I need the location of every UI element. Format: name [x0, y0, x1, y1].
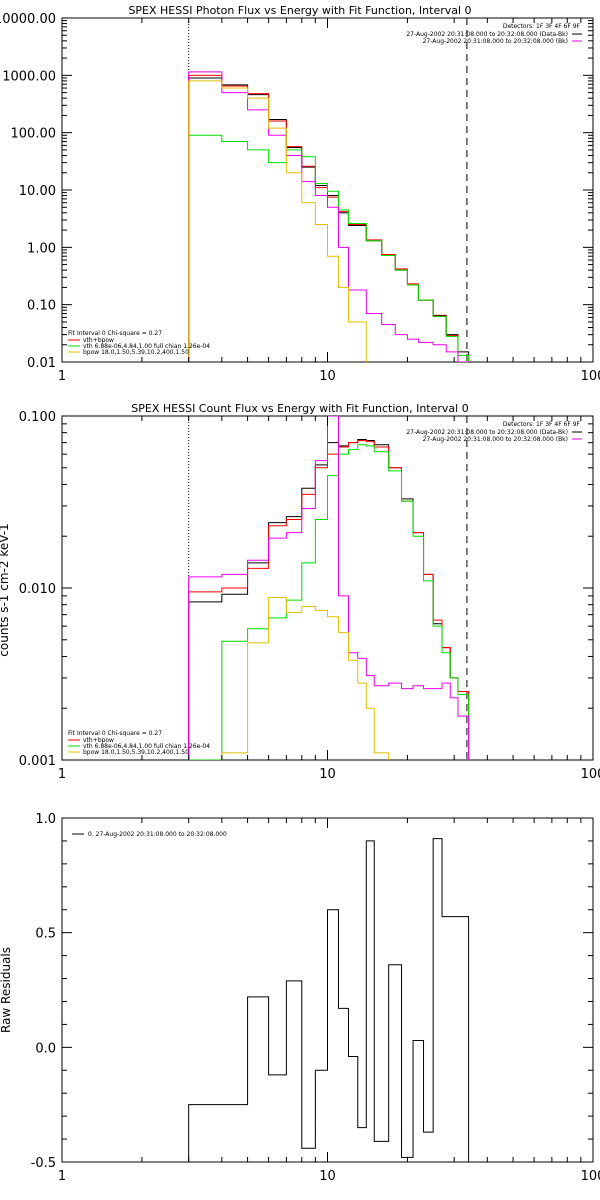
count-x-axis: 1 10 100 — [58, 416, 600, 782]
photon-legend-vth: vth 6.88e-06,4.84,1.00 full chian 1.26e-… — [83, 343, 210, 350]
series-line-1 — [188, 440, 470, 760]
series-line-0 — [188, 838, 470, 1162]
count-y-axis-label: counts s-1 cm-2 keV-1 — [0, 523, 11, 656]
photon-legend-top: Detectors: 1F 3F 4F 6F 9F 27-Aug-2002 20… — [406, 23, 582, 45]
y-tick-label: 1000.00 — [2, 69, 56, 84]
photon-legend-detectors: Detectors: 1F 3F 4F 6F 9F — [503, 23, 581, 30]
photon-legend-fit-header: Fit Interval 0 Chi-square = 0.27 — [68, 330, 162, 337]
photon-flux-chart: SPEX HESSI Photon Flux vs Energy with Fi… — [0, 4, 600, 384]
residuals-chart: Raw Residuals 1 10 100 -0.5 0.0 0.5 1.0 0. 27… — [0, 812, 600, 1184]
count-legend-bpow: bpow 18.0,1.50,5.39,10.2,400,1.50 — [83, 749, 189, 756]
photon-legend-data-bk: 27-Aug-2002 20:31:08.000 to 20:32:08.000… — [406, 31, 568, 38]
y-tick-label: 0.01 — [27, 356, 56, 371]
series-line-4 — [221, 597, 390, 760]
count-legend-vthbpow: vth+bpow — [83, 737, 114, 744]
count-legend-data-bk: 27-Aug-2002 20:31:08.000 to 20:32:08.000… — [406, 429, 568, 436]
y-tick-label: 100.00 — [11, 127, 57, 142]
count-y-axis: 0.001 0.010 0.100 — [19, 410, 593, 769]
residuals-legend: 0. 27-Aug-2002 20:31:08.000 to 20:32:08.… — [72, 831, 227, 838]
residuals-x-axis: 1 10 100 — [58, 818, 600, 1184]
x-tick-label: 10 — [319, 1169, 336, 1184]
series-line-2 — [188, 444, 470, 760]
series-line-1 — [188, 74, 470, 362]
x-tick-label: 100 — [581, 1169, 600, 1184]
y-tick-label: 0.001 — [19, 754, 56, 769]
x-tick-label: 10 — [319, 369, 336, 384]
count-legend-top: Detectors: 1F 3F 4F 6F 9F 27-Aug-2002 20… — [406, 421, 582, 443]
series-line-2 — [188, 134, 470, 362]
count-flux-chart: SPEX HESSI Count Flux vs Energy with Fit… — [0, 402, 600, 782]
y-tick-label: 0.0 — [35, 1041, 56, 1056]
photon-legend-vthbpow: vth+bpow — [83, 337, 114, 344]
photon-legend-bpow: bpow 18.0,1.50,5.39,10.2,400,1.50 — [83, 349, 189, 356]
count-legend-fit-header: Fit Interval 0 Chi-square = 0.27 — [68, 730, 162, 737]
x-tick-label: 1 — [58, 767, 66, 782]
series-line-0 — [188, 439, 470, 760]
y-tick-label: 1.00 — [27, 241, 56, 256]
y-tick-label: 0.010 — [19, 582, 56, 597]
x-tick-label: 1 — [58, 1169, 66, 1184]
count-chart-title: SPEX HESSI Count Flux vs Energy with Fit… — [131, 402, 468, 415]
series-line-3 — [188, 71, 470, 362]
x-tick-label: 10 — [319, 767, 336, 782]
residuals-series-group — [188, 838, 470, 1162]
y-tick-label: 1.0 — [35, 812, 56, 827]
y-tick-label: 10.00 — [19, 184, 56, 199]
residuals-y-axis: -0.5 0.0 0.5 1.0 — [31, 812, 593, 1171]
photon-legend-bk: 27-Aug-2002 20:31:08.000 to 20:32:08.000… — [423, 38, 568, 45]
x-tick-label: 100 — [581, 369, 600, 384]
count-legend-detectors: Detectors: 1F 3F 4F 6F 9F — [503, 421, 581, 428]
count-legend-vth: vth 6.88e-06,4.84,1.00 full chian 1.26e-… — [83, 743, 210, 750]
photon-y-axis: 0.01 0.10 1.00 10.00 100.00 1000.00 10000.00 — [0, 12, 593, 371]
y-tick-label: 10000.00 — [0, 12, 56, 27]
x-tick-label: 1 — [58, 369, 66, 384]
photon-x-axis: 1 10 100 — [58, 18, 600, 384]
y-tick-label: 0.100 — [19, 410, 56, 425]
photon-series-group — [188, 71, 470, 362]
count-legend-bottom: Fit Interval 0 Chi-square = 0.27 vth+bpo… — [68, 730, 210, 756]
count-series-group — [188, 416, 470, 760]
photon-chart-title: SPEX HESSI Photon Flux vs Energy with Fi… — [128, 4, 471, 17]
series-line-0 — [188, 77, 470, 362]
count-legend-bk: 27-Aug-2002 20:31:08.000 to 20:32:08.000… — [423, 436, 568, 443]
y-tick-label: 0.10 — [27, 299, 56, 314]
photon-legend-bottom: Fit Interval 0 Chi-square = 0.27 vth+bpo… — [68, 330, 210, 356]
series-line-3 — [188, 416, 470, 760]
series-line-4 — [188, 80, 367, 362]
residuals-legend-interval: 0. 27-Aug-2002 20:31:08.000 to 20:32:08.… — [88, 831, 227, 838]
x-tick-label: 100 — [581, 767, 600, 782]
y-tick-label: -0.5 — [31, 1156, 56, 1171]
residuals-y-axis-label: Raw Residuals — [0, 947, 13, 1033]
y-tick-label: 0.5 — [35, 927, 56, 942]
